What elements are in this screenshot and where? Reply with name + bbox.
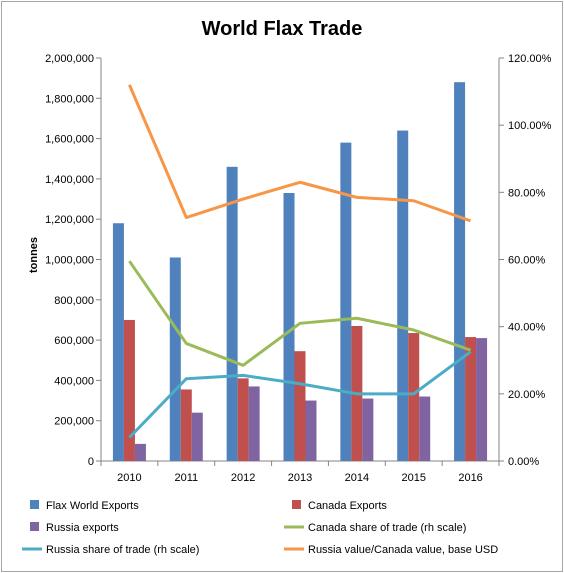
- bar-flax-world-exports: [112, 223, 124, 461]
- y-axis-title: tonnes: [28, 237, 40, 273]
- y-right-tick-label: 20.00%: [508, 389, 546, 401]
- bar-canada-exports: [465, 337, 477, 461]
- bar-canada-exports: [294, 351, 306, 461]
- bar-russia-exports: [248, 386, 260, 461]
- x-tick-label: 2015: [401, 472, 425, 484]
- y-left-tick-label: 1,600,000: [45, 134, 94, 146]
- legend: Flax World Exports Canada Exports Russia e…: [22, 500, 498, 556]
- plot-area: 0 200,000 400,000 600,000 800,000 1,000,000 1,…: [45, 53, 552, 484]
- y-left-tick-label: 400,000: [54, 375, 94, 387]
- y-left-tick-label: 0: [88, 456, 94, 468]
- bar-russia-exports: [191, 412, 203, 461]
- bar-russia-exports: [305, 400, 317, 461]
- y-left-tick-label: 600,000: [54, 335, 94, 347]
- x-tick-label: 2013: [288, 472, 312, 484]
- legend-swatch: [30, 500, 39, 509]
- y-right-tick-label: 60.00%: [508, 255, 546, 267]
- line-russia-value-canada-value-base-usd: [128, 84, 472, 223]
- x-tick-label: 2012: [231, 472, 255, 484]
- bar-canada-exports: [180, 389, 192, 461]
- y-right-tick-label: 80.00%: [508, 187, 546, 199]
- y-left-tick-label: 1,400,000: [45, 174, 94, 186]
- bar-flax-world-exports: [454, 82, 466, 462]
- legend-label: Canada share of trade (rh scale): [308, 522, 466, 534]
- x-tick-label: 2010: [117, 472, 141, 484]
- y-left-tick-label: 1,200,000: [45, 214, 94, 226]
- bar-flax-world-exports: [226, 166, 238, 461]
- bar-canada-exports: [408, 333, 420, 461]
- line-canada-share-of-trade-rh-scale-: [128, 260, 472, 367]
- y-right-tick-label: 40.00%: [508, 322, 546, 334]
- y-left-tick-label: 1,800,000: [45, 93, 94, 105]
- legend-label: Russia share of trade (rh scale): [46, 544, 199, 556]
- bar-flax-world-exports: [169, 257, 181, 461]
- bar-flax-world-exports: [340, 142, 352, 461]
- y-right-tick-label: 120.00%: [508, 53, 552, 65]
- bar-flax-world-exports: [283, 193, 295, 461]
- x-tick-label: 2014: [345, 472, 369, 484]
- bar-russia-exports: [476, 338, 488, 461]
- chart-title: World Flax Trade: [202, 18, 363, 40]
- legend-label: Russia value/Canada value, base USD: [308, 544, 498, 556]
- y-right-tick-label: 100.00%: [508, 120, 552, 132]
- legend-label: Flax World Exports: [46, 500, 139, 512]
- legend-label: Russia exports: [46, 522, 119, 534]
- bar-canada-exports: [237, 378, 249, 461]
- bar-russia-exports: [419, 396, 431, 461]
- y-left-tick-label: 800,000: [54, 295, 94, 307]
- y-right-tick-label: 0.00%: [508, 456, 539, 468]
- x-tick-label: 2011: [174, 472, 198, 484]
- legend-swatch: [292, 500, 301, 509]
- bar-canada-exports: [123, 319, 135, 461]
- bar-russia-exports: [362, 398, 374, 461]
- bar-flax-world-exports: [397, 130, 409, 462]
- line-russia-share-of-trade-rh-scale-: [128, 350, 472, 439]
- y-left-tick-label: 1,000,000: [45, 255, 94, 267]
- x-tick-label: 2016: [458, 472, 482, 484]
- bar-russia-exports: [134, 443, 146, 461]
- y-left-tick-label: 200,000: [54, 416, 94, 428]
- legend-swatch: [30, 522, 39, 531]
- y-left-tick-label: 2,000,000: [45, 53, 94, 65]
- legend-label: Canada Exports: [308, 500, 387, 512]
